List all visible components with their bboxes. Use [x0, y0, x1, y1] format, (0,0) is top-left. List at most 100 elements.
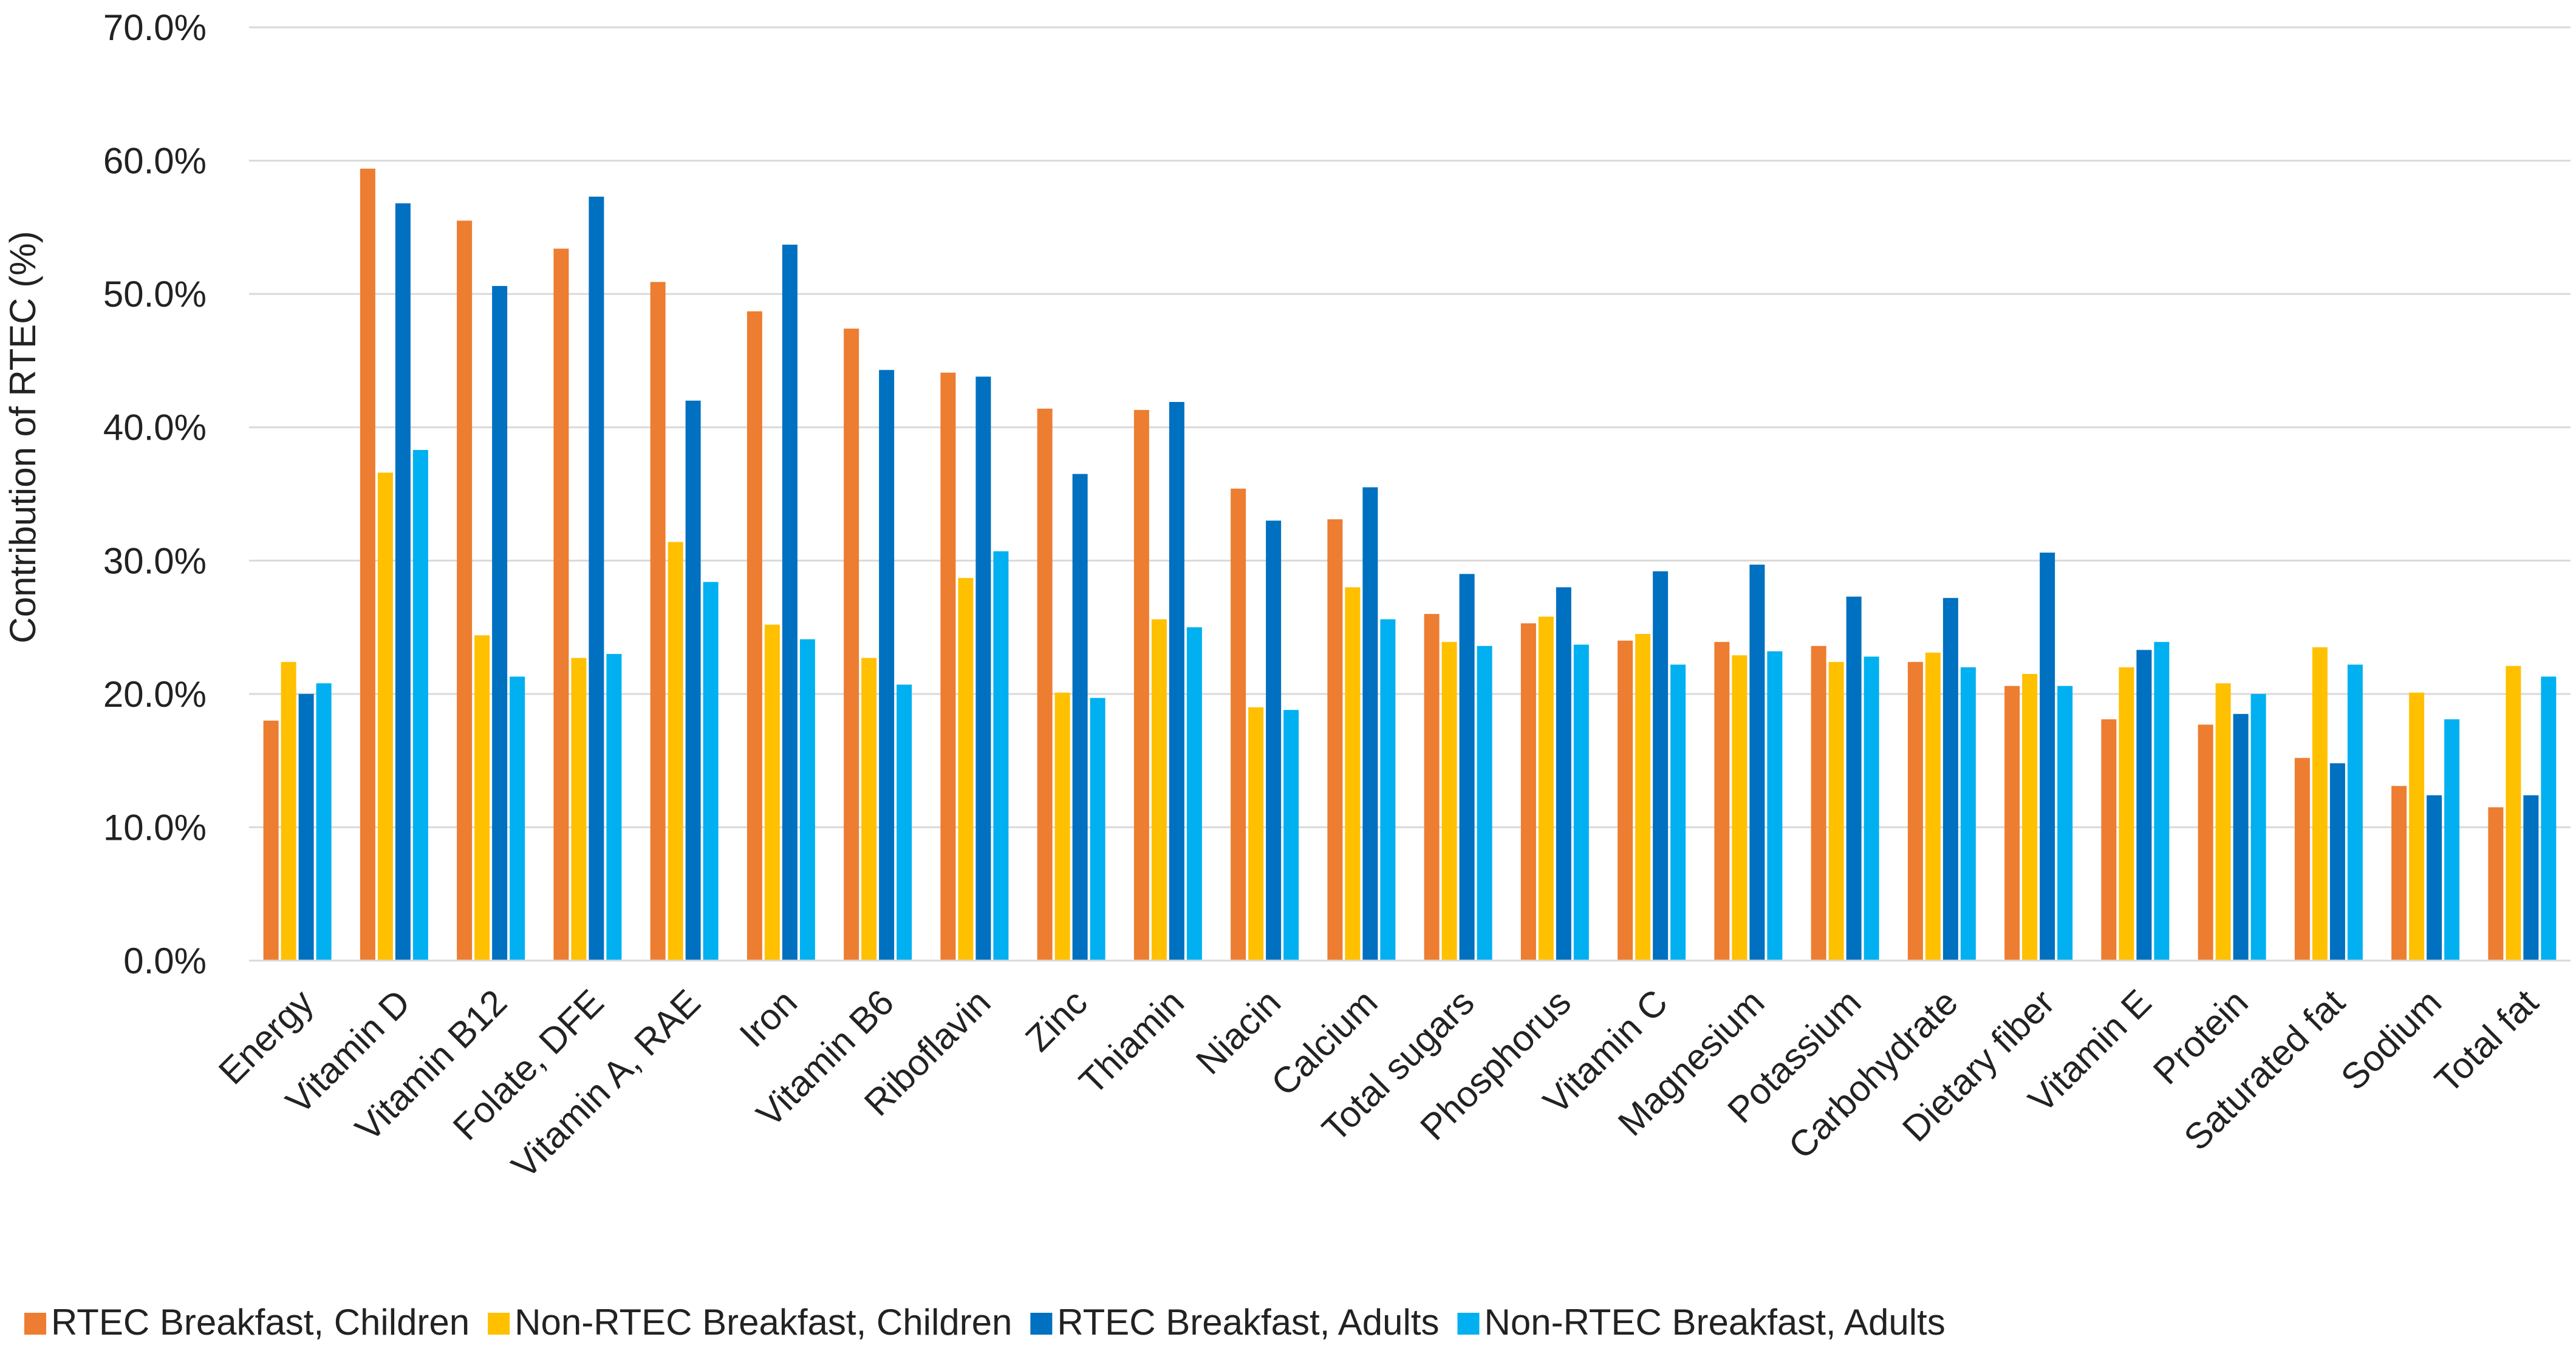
- bar: [844, 328, 859, 961]
- bar: [1459, 574, 1475, 961]
- bar: [1828, 662, 1844, 961]
- bar: [2294, 758, 2310, 961]
- bar: [2444, 719, 2460, 961]
- bar: [316, 683, 332, 961]
- bar: [474, 635, 490, 961]
- x-tick-label: Total fat: [2427, 982, 2546, 1101]
- legend-swatch: [1030, 1313, 1053, 1335]
- bar: [1618, 641, 1633, 961]
- legend-label: Non-RTEC Breakfast, Adults: [1484, 1302, 1946, 1343]
- bar: [377, 472, 393, 961]
- bar: [2233, 713, 2249, 961]
- bar: [2004, 686, 2020, 961]
- bar: [492, 285, 508, 961]
- bar: [2506, 665, 2521, 961]
- bar: [2215, 683, 2231, 961]
- bar: [1714, 642, 1730, 961]
- bar: [1362, 487, 1378, 961]
- bar: [993, 551, 1009, 961]
- bar: [703, 582, 719, 961]
- bar: [2022, 673, 2038, 961]
- bar: [1573, 644, 1589, 961]
- bar: [958, 577, 974, 961]
- y-axis-label: Contribution of RTEC (%): [2, 231, 43, 643]
- bar: [2154, 642, 2170, 961]
- bar: [2119, 667, 2134, 961]
- legend-item: Non-RTEC Breakfast, Adults: [1457, 1302, 1946, 1343]
- bar: [412, 450, 428, 961]
- bar: [2347, 664, 2363, 961]
- bar: [879, 370, 895, 961]
- y-tick-label: 20.0%: [103, 674, 207, 715]
- legend-label: RTEC Breakfast, Adults: [1057, 1302, 1439, 1343]
- bar: [2329, 763, 2345, 961]
- bar: [298, 693, 314, 961]
- legend-item: Non-RTEC Breakfast, Children: [488, 1302, 1012, 1343]
- bar: [1732, 655, 1748, 961]
- y-tick-label: 30.0%: [103, 540, 207, 581]
- bar: [589, 196, 604, 961]
- y-tick-label: 0.0%: [123, 941, 207, 981]
- bar: [2101, 719, 2117, 961]
- bar: [1942, 597, 1958, 961]
- bar: [1090, 698, 1105, 961]
- bar: [1248, 707, 1264, 961]
- bar: [395, 203, 411, 961]
- bar: [1520, 623, 1536, 961]
- legend-swatch: [24, 1313, 46, 1335]
- bar: [1186, 627, 1202, 961]
- bar: [2488, 807, 2504, 961]
- bar: [1327, 519, 1343, 961]
- bar: [2057, 686, 2073, 961]
- bar: [1477, 645, 1492, 961]
- bar: [1231, 488, 1246, 961]
- bar: [1960, 667, 1976, 961]
- legend-swatch: [1457, 1313, 1480, 1335]
- legend-item: RTEC Breakfast, Adults: [1030, 1302, 1440, 1343]
- bar: [1811, 645, 1826, 961]
- y-tick-label: 50.0%: [103, 274, 207, 315]
- bar: [457, 220, 473, 961]
- bar: [1054, 692, 1070, 961]
- bar: [571, 658, 587, 961]
- bar: [2250, 693, 2266, 961]
- x-tick-label: Zinc: [1017, 982, 1095, 1060]
- bar: [2391, 786, 2407, 961]
- bar: [281, 662, 296, 961]
- bar: [2312, 647, 2328, 961]
- bar: [2409, 692, 2425, 961]
- bar: [940, 372, 956, 961]
- bar: [668, 542, 683, 961]
- bar: [360, 168, 375, 961]
- x-tick-label: Iron: [732, 982, 805, 1055]
- legend-label: Non-RTEC Breakfast, Children: [514, 1302, 1012, 1343]
- legend: RTEC Breakfast, Children Non-RTEC Breakfa…: [24, 1302, 1946, 1343]
- bar: [2427, 795, 2442, 961]
- bar: [1767, 651, 1783, 961]
- bar: [1907, 662, 1923, 961]
- bar: [1169, 401, 1184, 961]
- bar: [650, 282, 666, 961]
- bar: [2040, 553, 2055, 961]
- bar: [861, 658, 877, 961]
- x-tick-label: Thiamin: [1071, 982, 1192, 1102]
- bar: [897, 684, 912, 961]
- bar: [2523, 795, 2539, 961]
- bar: [799, 639, 815, 961]
- bar: [2541, 676, 2557, 961]
- bar: [1424, 614, 1440, 961]
- bar: [1037, 408, 1053, 961]
- legend-label: RTEC Breakfast, Children: [51, 1302, 470, 1343]
- bars: [263, 168, 2557, 961]
- bar: [263, 720, 279, 961]
- y-tick-label: 70.0%: [103, 7, 207, 48]
- gridlines: [249, 26, 2571, 828]
- bar: [1538, 616, 1554, 961]
- bar: [606, 653, 622, 961]
- bar: [746, 311, 762, 961]
- bar: [553, 248, 569, 961]
- y-tick-label: 60.0%: [103, 141, 207, 182]
- x-tick-label: Carbohydrate: [1781, 982, 1966, 1166]
- bar: [1345, 587, 1361, 961]
